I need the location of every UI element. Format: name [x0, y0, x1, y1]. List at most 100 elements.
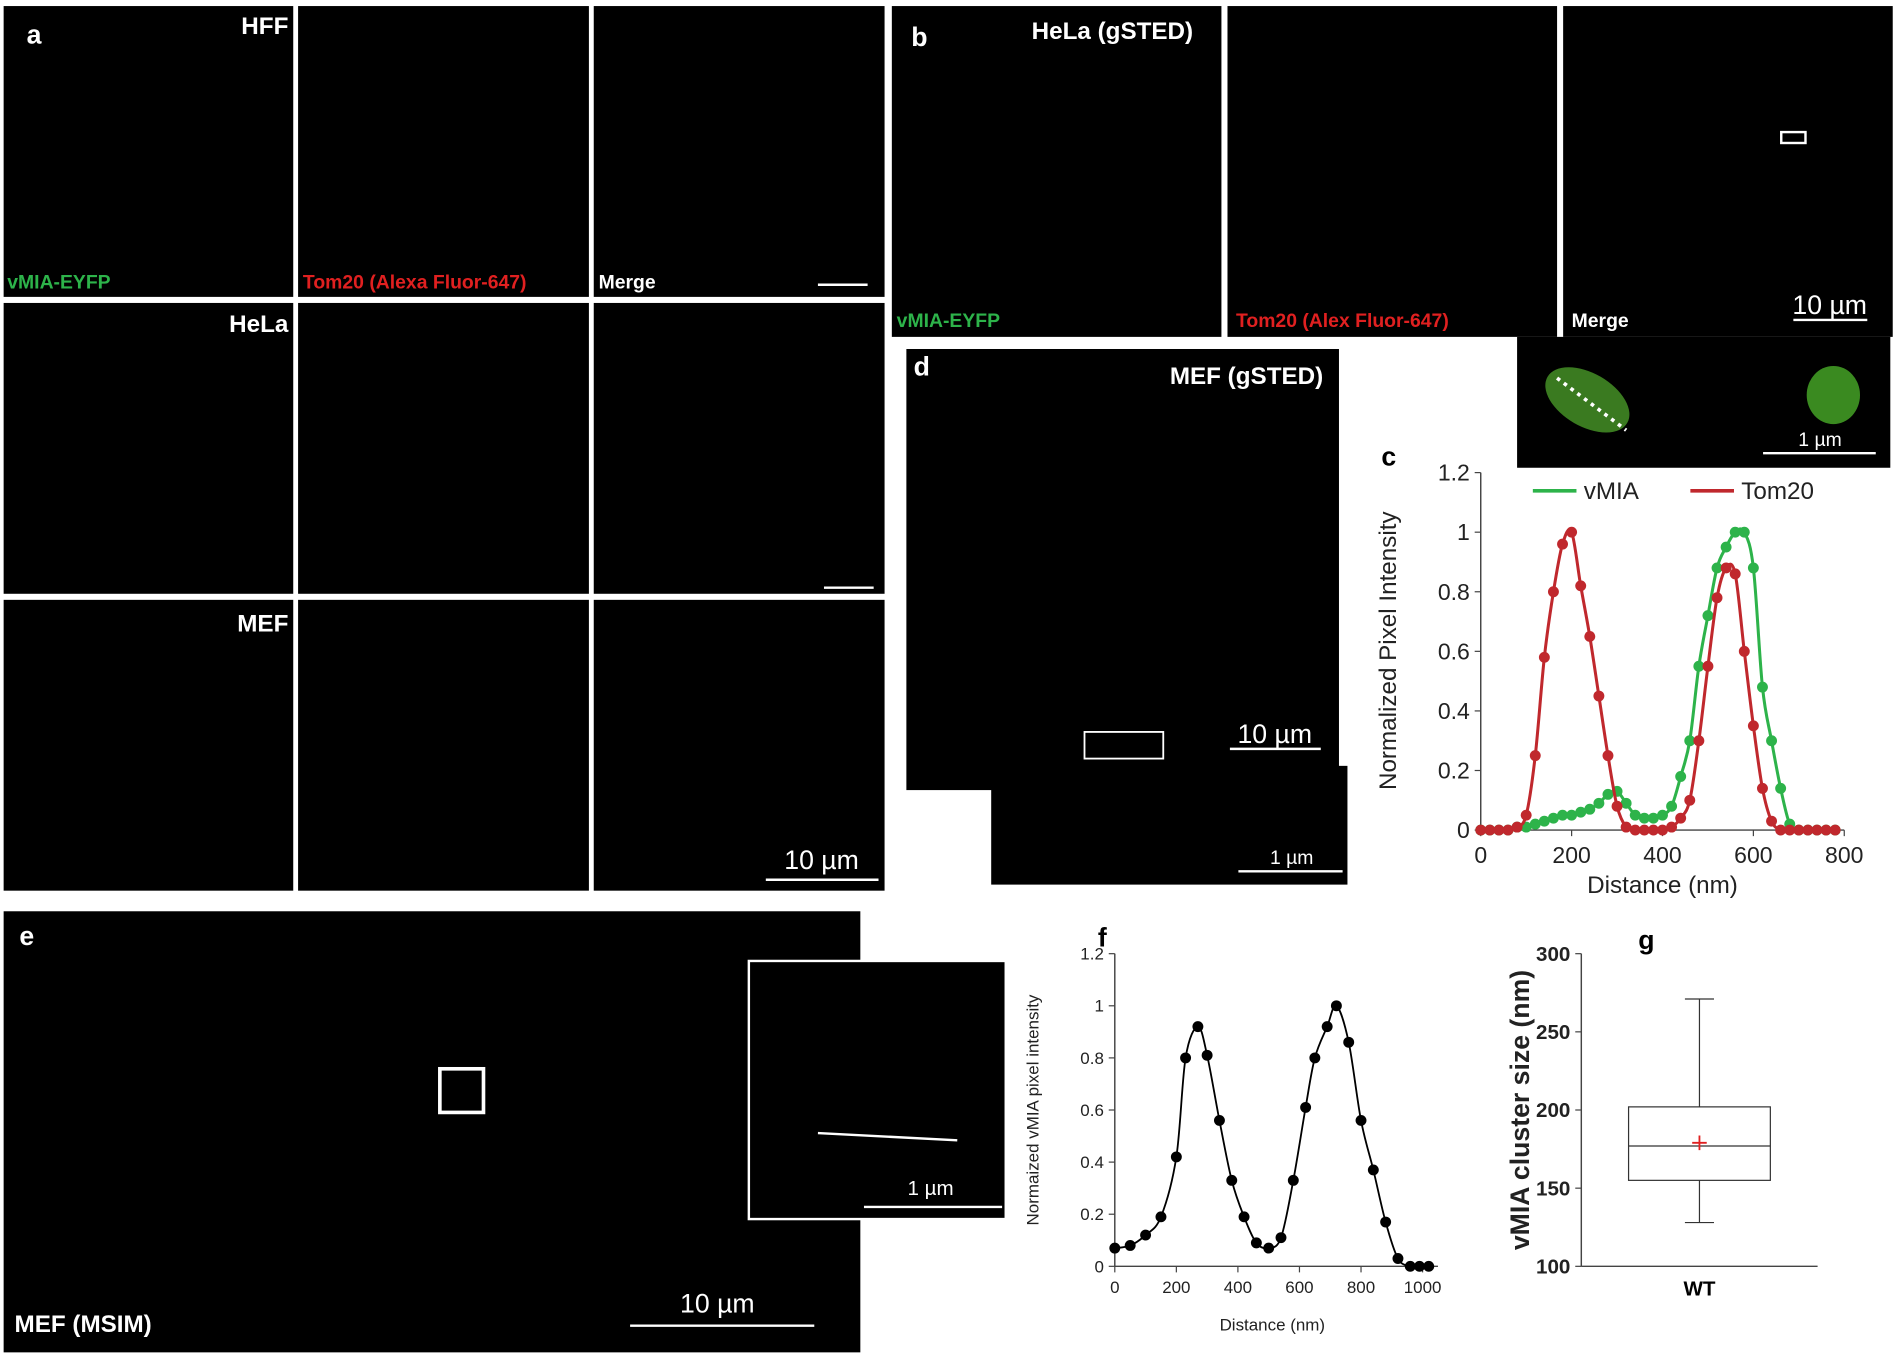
- data-point: [1584, 630, 1596, 642]
- data-point: [1638, 824, 1650, 836]
- y-axis-label: Normalized Pixel Intensity: [1375, 511, 1402, 791]
- data-point: [1775, 782, 1787, 794]
- data-point: [1155, 1211, 1167, 1223]
- data-point: [1666, 800, 1678, 812]
- data-point: [1330, 1000, 1342, 1012]
- micrograph: [593, 599, 885, 891]
- panel-letter: c: [1381, 441, 1396, 471]
- inset-structure: [1806, 365, 1861, 425]
- legend-label: Tom20: [1741, 478, 1814, 505]
- data-point: [1423, 1260, 1435, 1272]
- data-point: [1201, 1049, 1213, 1061]
- panel-d: d MEF (gSTED) 10 µm 1 µm: [906, 348, 1348, 885]
- data-point: [1684, 735, 1696, 747]
- x-tick-label: 200: [1162, 1278, 1190, 1297]
- channel-label: Tom20 (Alex Fluor-647): [1236, 310, 1449, 332]
- data-point: [1820, 824, 1832, 836]
- panel-a: a HFF HeLa MEF vMIA-EYFP Tom20 (Alexa Fl…: [3, 6, 885, 891]
- data-point: [1557, 538, 1568, 550]
- micrograph: [1227, 6, 1558, 337]
- data-point: [1757, 782, 1768, 794]
- data-point: [1321, 1021, 1333, 1033]
- data-point: [1392, 1253, 1404, 1264]
- data-point: [1711, 562, 1723, 574]
- panel-title: HeLa (gSTED): [1032, 18, 1193, 45]
- data-point: [1657, 824, 1668, 836]
- channel-label: Tom20 (Alexa Fluor-647): [303, 271, 527, 293]
- data-point: [1547, 586, 1559, 598]
- data-point: [1593, 797, 1605, 809]
- data-point: [1287, 1174, 1299, 1186]
- scale-bar-label: 10 µm: [784, 845, 859, 875]
- data-point: [1702, 660, 1714, 672]
- data-point: [1300, 1101, 1312, 1113]
- row-label: MEF: [237, 610, 288, 637]
- data-point: [1620, 797, 1632, 809]
- y-tick-label: 100: [1536, 1256, 1570, 1279]
- x-tick-label: 600: [1734, 842, 1772, 868]
- y-tick-label: 1.2: [1080, 945, 1104, 964]
- micrograph: [3, 302, 294, 594]
- data-point: [1738, 645, 1750, 657]
- data-point: [1638, 812, 1650, 824]
- x-axis-label: Distance (nm): [1220, 1316, 1326, 1335]
- data-point: [1620, 821, 1632, 833]
- micrograph: [298, 599, 589, 891]
- panel-letter: d: [914, 352, 930, 382]
- data-point: [1547, 812, 1559, 824]
- panel-title: MEF (gSTED): [1170, 363, 1323, 390]
- data-point: [1647, 824, 1659, 836]
- zoom-box: [1780, 130, 1807, 145]
- data-point: [1720, 562, 1732, 574]
- y-axis-label: Normaized vMIA pixel intensity: [1023, 994, 1042, 1225]
- y-axis-label: vMIA cluster size (nm): [1505, 970, 1535, 1250]
- scale-bar-label: 1 µm: [1798, 429, 1841, 451]
- data-point: [1529, 818, 1541, 830]
- data-point: [1602, 750, 1614, 762]
- channel-label: Merge: [1572, 310, 1629, 332]
- data-point: [1529, 750, 1541, 762]
- data-point: [1520, 809, 1532, 821]
- inset: [991, 765, 1348, 885]
- x-tick-label: 400: [1643, 842, 1681, 868]
- panel-b: b HeLa (gSTED) vMIA-EYFP Tom20 (Alex Flu…: [891, 6, 1893, 468]
- x-tick-label: 400: [1224, 1278, 1252, 1297]
- data-point: [1793, 824, 1805, 836]
- data-point: [1829, 824, 1841, 836]
- data-point: [1629, 824, 1641, 836]
- scale-bar-label: 1 µm: [908, 1177, 954, 1200]
- micrograph: [1563, 6, 1893, 337]
- y-tick-label: 0.4: [1080, 1153, 1104, 1172]
- data-point: [1738, 526, 1750, 538]
- micrograph: [298, 302, 589, 594]
- data-point: [1657, 809, 1668, 821]
- micrograph: [3, 911, 861, 1353]
- data-point: [1747, 720, 1759, 732]
- data-point: [1309, 1052, 1321, 1064]
- data-point: [1484, 824, 1496, 836]
- data-point: [1475, 824, 1487, 836]
- channel-label: vMIA-EYFP: [7, 271, 110, 293]
- data-point: [1170, 1151, 1182, 1163]
- panel-letter: b: [911, 22, 927, 52]
- data-point: [1124, 1240, 1136, 1251]
- data-point: [1757, 681, 1768, 693]
- micrograph: [3, 6, 294, 297]
- micrograph: [906, 348, 1339, 791]
- y-tick-label: 300: [1536, 943, 1570, 966]
- legend-label: vMIA: [1584, 478, 1640, 505]
- micrograph: [593, 302, 885, 594]
- x-tick-label: 0: [1474, 842, 1487, 868]
- data-point: [1213, 1114, 1225, 1126]
- data-point: [1538, 651, 1550, 663]
- data-point: [1675, 812, 1687, 824]
- y-tick-label: 0.6: [1080, 1101, 1104, 1120]
- y-tick-label: 0.2: [1438, 758, 1470, 784]
- zoom-box: [438, 1066, 486, 1115]
- scale-bar-label: 1 µm: [1270, 847, 1313, 869]
- x-tick-label: 0: [1110, 1278, 1119, 1297]
- micrograph: [298, 6, 589, 297]
- data-point: [1629, 809, 1641, 821]
- x-tick-label: 600: [1285, 1278, 1313, 1297]
